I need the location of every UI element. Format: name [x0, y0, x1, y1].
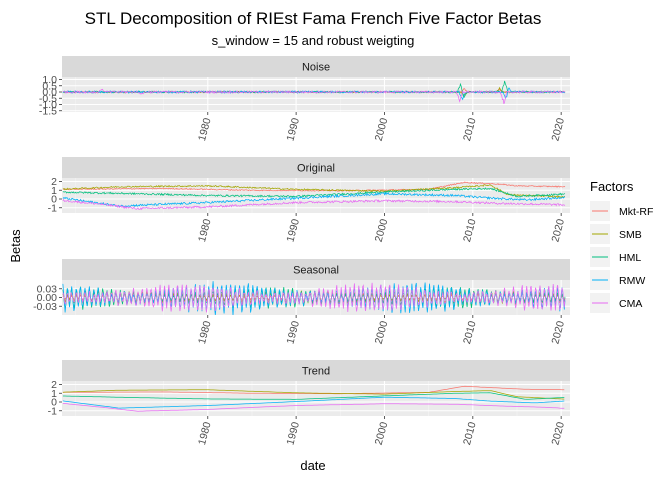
legend-item: SMB [590, 224, 642, 244]
y-tick-label: 0.5 [42, 80, 57, 92]
series-lines [62, 385, 565, 412]
y-tick-label: 1 [51, 388, 57, 400]
y-tick-label: 0.03 [37, 283, 58, 295]
legend: Factors Mkt-RF SMB HML RMW CMA [590, 179, 653, 313]
x-tick-label: 2000 [373, 320, 391, 346]
legend-label: SMB [619, 229, 642, 241]
x-tick-label: 2010 [461, 117, 479, 143]
x-tick-label: 2020 [549, 218, 567, 244]
y-tick-label: 1.0 [42, 74, 57, 86]
x-tick-label: 2010 [461, 421, 479, 447]
y-axis-title: Betas [8, 229, 23, 263]
legend-item: Mkt-RF [590, 201, 653, 221]
y-tick-label: -0.5 [39, 93, 57, 105]
series-lines [62, 181, 566, 211]
y-tick-label: 2 [51, 176, 57, 188]
legend-item: CMA [590, 293, 642, 313]
series-line-mkt-rf [62, 181, 566, 192]
legend-item: HML [590, 247, 641, 267]
x-tick-label: 2020 [549, 421, 567, 447]
series-line-rmw [62, 396, 565, 409]
x-tick-label: 2000 [373, 421, 391, 447]
y-tick-label: 0 [51, 397, 57, 409]
panel-seasonal: Seasonal 0.030.00-0.03 1980 1990 2000 2010 202… [33, 259, 570, 345]
legend-label: RMW [619, 275, 645, 287]
x-tick-label: 2000 [373, 117, 391, 143]
x-tick-label: 2010 [461, 320, 479, 346]
series-line-cma [62, 198, 566, 211]
panel-trend: Trend 210-1 1980 1990 2000 2010 2020 [48, 360, 570, 446]
strip-background [62, 259, 570, 280]
y-tick-label: 0.00 [37, 292, 58, 304]
y-tick-label: -1.5 [39, 105, 57, 117]
x-tick-label: 1990 [284, 421, 302, 447]
x-tick-label: 1980 [196, 320, 214, 346]
x-tick-label: 1980 [196, 117, 214, 143]
series-line-cma [62, 403, 565, 412]
series-line-hml [62, 392, 565, 400]
chart-subtitle: s_window = 15 and robust weigting [212, 33, 415, 48]
series-line-cma [62, 88, 566, 105]
strip-label: Noise [302, 62, 330, 74]
x-tick-label: 1990 [284, 320, 302, 346]
chart-title: STL Decomposition of RIEst Fama French F… [85, 9, 542, 28]
x-tick-label: 2020 [549, 320, 567, 346]
x-tick-label: 1990 [284, 117, 302, 143]
strip-background [62, 56, 570, 77]
series-lines [62, 80, 566, 105]
x-tick-label: 1990 [284, 218, 302, 244]
legend-label: HML [619, 252, 641, 264]
series-line-mkt-rf [62, 385, 565, 395]
panel-noise: Noise 1.00.50.0-0.5-1.0-1.5 1980 1990 2000 20… [39, 56, 570, 142]
y-tick-label: 1 [51, 185, 57, 197]
y-tick-label: -1 [48, 202, 57, 214]
legend-label: CMA [619, 298, 642, 310]
strip-label: Trend [302, 366, 330, 378]
series-line-smb [62, 389, 565, 400]
y-tick-label: -1 [48, 405, 57, 417]
legend-item: RMW [590, 270, 645, 290]
series-line-hml [62, 187, 566, 198]
legend-label: Mkt-RF [619, 206, 653, 218]
y-tick-label: 0.0 [42, 87, 57, 99]
x-tick-label: 1980 [196, 421, 214, 447]
strip-background [62, 360, 570, 381]
y-tick-label: 2 [51, 379, 57, 391]
strip-background [62, 157, 570, 178]
strip-label: Seasonal [293, 265, 339, 277]
legend-title: Factors [590, 179, 634, 194]
panel-background [62, 77, 570, 112]
x-tick-label: 2010 [461, 218, 479, 244]
x-axis-title: date [300, 458, 325, 473]
series-line-cma [62, 282, 566, 313]
x-tick-label: 1980 [196, 218, 214, 244]
x-tick-label: 2020 [549, 117, 567, 143]
series-line-smb [62, 184, 566, 199]
series-lines [62, 281, 566, 315]
y-tick-label: -1.0 [39, 99, 57, 111]
x-tick-label: 2000 [373, 218, 391, 244]
panel-original: Original 210-1 1980 1990 2000 2010 2020 [48, 157, 570, 243]
y-tick-label: -0.03 [33, 301, 57, 313]
strip-label: Original [297, 163, 335, 175]
series-line-rmw [62, 191, 565, 208]
y-tick-label: 0 [51, 194, 57, 206]
